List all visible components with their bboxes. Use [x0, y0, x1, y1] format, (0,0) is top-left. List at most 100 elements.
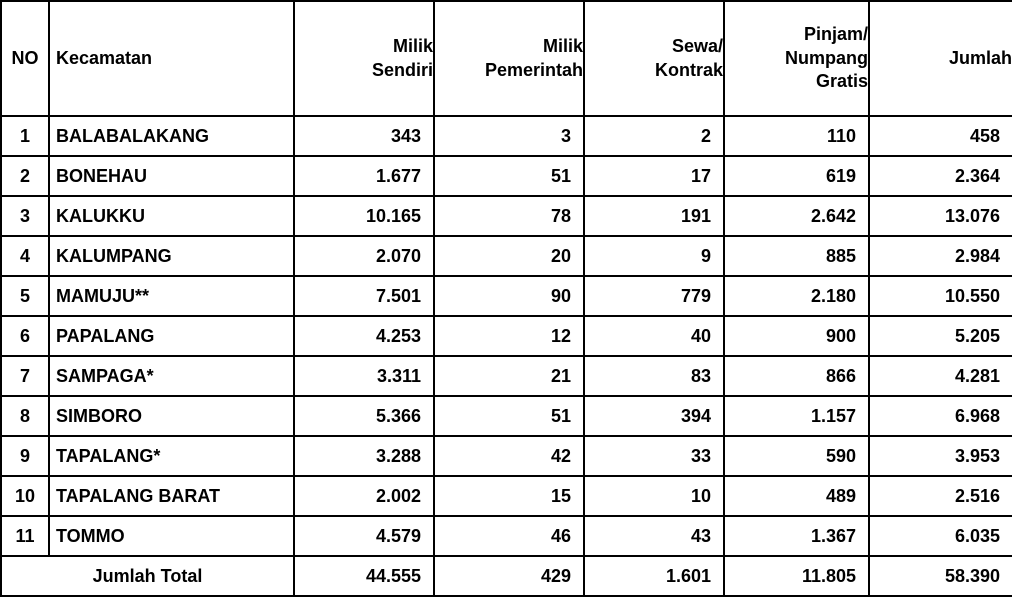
cell-kec: KALUMPANG	[49, 236, 294, 276]
cell-pem: 15	[434, 476, 584, 516]
cell-milik: 4.579	[294, 516, 434, 556]
cell-pinjam: 619	[724, 156, 869, 196]
header-kec: Kecamatan	[49, 1, 294, 116]
cell-sewa: 191	[584, 196, 724, 236]
cell-no: 8	[1, 396, 49, 436]
cell-no: 2	[1, 156, 49, 196]
cell-pinjam: 900	[724, 316, 869, 356]
cell-jumlah: 458	[869, 116, 1012, 156]
cell-sewa: 779	[584, 276, 724, 316]
cell-milik: 7.501	[294, 276, 434, 316]
cell-jumlah: 2.516	[869, 476, 1012, 516]
cell-milik: 5.366	[294, 396, 434, 436]
table-row: 1BALABALAKANG34332110458	[1, 116, 1012, 156]
cell-pinjam: 866	[724, 356, 869, 396]
table-row: 11TOMMO4.57946431.3676.035	[1, 516, 1012, 556]
cell-pem: 21	[434, 356, 584, 396]
footer-sewa: 1.601	[584, 556, 724, 596]
cell-kec: BONEHAU	[49, 156, 294, 196]
cell-pem: 3	[434, 116, 584, 156]
header-sewa: Sewa/Kontrak	[584, 1, 724, 116]
table-body: 1BALABALAKANG343321104582BONEHAU1.677511…	[1, 116, 1012, 556]
cell-no: 5	[1, 276, 49, 316]
table-row: 3KALUKKU10.165781912.64213.076	[1, 196, 1012, 236]
cell-milik: 1.677	[294, 156, 434, 196]
cell-kec: KALUKKU	[49, 196, 294, 236]
cell-sewa: 40	[584, 316, 724, 356]
cell-pem: 12	[434, 316, 584, 356]
header-no: NO	[1, 1, 49, 116]
cell-jumlah: 2.984	[869, 236, 1012, 276]
header-row: NOKecamatanMilikSendiriMilikPemerintahSe…	[1, 1, 1012, 116]
cell-sewa: 83	[584, 356, 724, 396]
cell-kec: TOMMO	[49, 516, 294, 556]
header-milik: MilikSendiri	[294, 1, 434, 116]
cell-jumlah: 4.281	[869, 356, 1012, 396]
footer-pinjam: 11.805	[724, 556, 869, 596]
table-row: 8SIMBORO5.366513941.1576.968	[1, 396, 1012, 436]
cell-jumlah: 6.035	[869, 516, 1012, 556]
cell-pem: 20	[434, 236, 584, 276]
table-row: 4KALUMPANG2.0702098852.984	[1, 236, 1012, 276]
cell-kec: SIMBORO	[49, 396, 294, 436]
table-row: 6PAPALANG4.25312409005.205	[1, 316, 1012, 356]
cell-kec: TAPALANG BARAT	[49, 476, 294, 516]
cell-sewa: 43	[584, 516, 724, 556]
table-row: 9TAPALANG*3.28842335903.953	[1, 436, 1012, 476]
cell-pinjam: 885	[724, 236, 869, 276]
cell-no: 6	[1, 316, 49, 356]
cell-pinjam: 2.180	[724, 276, 869, 316]
cell-sewa: 33	[584, 436, 724, 476]
data-table: NOKecamatanMilikSendiriMilikPemerintahSe…	[0, 0, 1012, 597]
cell-pem: 51	[434, 396, 584, 436]
cell-no: 4	[1, 236, 49, 276]
cell-sewa: 10	[584, 476, 724, 516]
cell-no: 1	[1, 116, 49, 156]
cell-sewa: 9	[584, 236, 724, 276]
footer-milik: 44.555	[294, 556, 434, 596]
header-pem: MilikPemerintah	[434, 1, 584, 116]
cell-pem: 51	[434, 156, 584, 196]
cell-jumlah: 13.076	[869, 196, 1012, 236]
cell-jumlah: 2.364	[869, 156, 1012, 196]
cell-kec: PAPALANG	[49, 316, 294, 356]
cell-pinjam: 489	[724, 476, 869, 516]
cell-pinjam: 2.642	[724, 196, 869, 236]
cell-pinjam: 110	[724, 116, 869, 156]
cell-pem: 46	[434, 516, 584, 556]
cell-milik: 2.002	[294, 476, 434, 516]
cell-pinjam: 590	[724, 436, 869, 476]
cell-no: 7	[1, 356, 49, 396]
cell-pinjam: 1.367	[724, 516, 869, 556]
cell-jumlah: 5.205	[869, 316, 1012, 356]
table-row: 7SAMPAGA*3.31121838664.281	[1, 356, 1012, 396]
cell-kec: TAPALANG*	[49, 436, 294, 476]
footer-row: Jumlah Total 44.555 429 1.601 11.805 58.…	[1, 556, 1012, 596]
footer-pem: 429	[434, 556, 584, 596]
cell-milik: 2.070	[294, 236, 434, 276]
table-head: NOKecamatanMilikSendiriMilikPemerintahSe…	[1, 1, 1012, 116]
cell-milik: 343	[294, 116, 434, 156]
cell-kec: SAMPAGA*	[49, 356, 294, 396]
cell-jumlah: 10.550	[869, 276, 1012, 316]
footer-total-label: Jumlah Total	[1, 556, 294, 596]
cell-milik: 3.311	[294, 356, 434, 396]
cell-milik: 3.288	[294, 436, 434, 476]
cell-milik: 10.165	[294, 196, 434, 236]
cell-pem: 90	[434, 276, 584, 316]
cell-kec: MAMUJU**	[49, 276, 294, 316]
cell-milik: 4.253	[294, 316, 434, 356]
cell-sewa: 2	[584, 116, 724, 156]
table-foot: Jumlah Total 44.555 429 1.601 11.805 58.…	[1, 556, 1012, 596]
cell-kec: BALABALAKANG	[49, 116, 294, 156]
cell-jumlah: 3.953	[869, 436, 1012, 476]
footer-jumlah: 58.390	[869, 556, 1012, 596]
cell-jumlah: 6.968	[869, 396, 1012, 436]
table-row: 10TAPALANG BARAT2.00215104892.516	[1, 476, 1012, 516]
cell-pem: 42	[434, 436, 584, 476]
header-pinjam: Pinjam/NumpangGratis	[724, 1, 869, 116]
table-row: 5MAMUJU**7.501907792.18010.550	[1, 276, 1012, 316]
cell-pinjam: 1.157	[724, 396, 869, 436]
cell-pem: 78	[434, 196, 584, 236]
cell-sewa: 17	[584, 156, 724, 196]
